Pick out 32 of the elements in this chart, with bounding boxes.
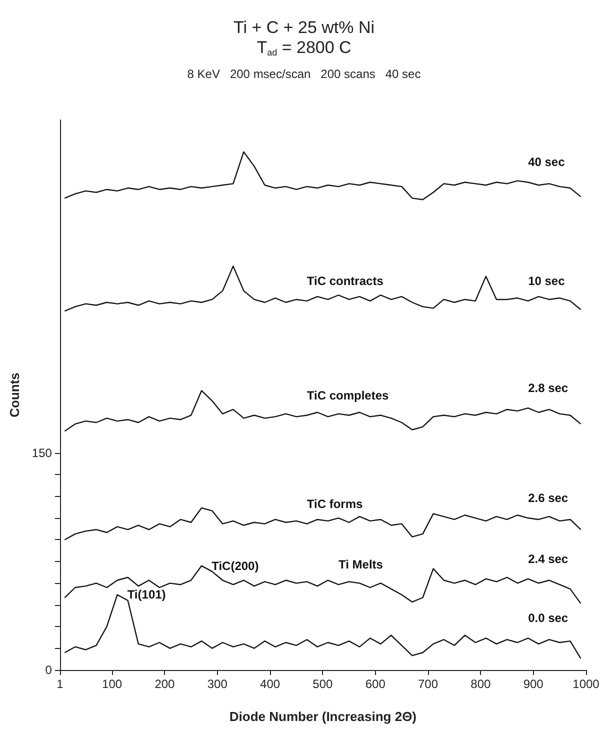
x-tick-label: 700 [418,677,438,691]
x-tick-label: 1000 [572,677,600,691]
annotation: TiC forms [306,496,364,511]
line-series [64,507,582,540]
x-tick-label: 1 [56,677,64,691]
y-tick-label: 0 [45,663,52,677]
x-tick-label: 100 [102,677,122,691]
annotation: TiC(200) [212,558,259,573]
x-tick-label: 200 [154,677,176,691]
annotation: Ti Melts [338,558,384,572]
line-series [64,266,582,312]
x-tick-label: 900 [523,677,544,691]
chart-title: Ti + C + 25 wt% Ni [233,18,375,37]
series-label: 2.4 sec [528,552,568,566]
series-label: 0.0 sec [528,611,568,626]
x-tick-label: 400 [260,677,280,691]
text: 8 KeV 200 msec/scan 200 scans 40 sec [187,67,421,81]
line-series [64,151,582,200]
x-axis-title: Diode Number (Increasing 2Θ) [229,709,417,724]
x-tick-label: 600 [365,677,386,691]
annotation: TiC completes [306,388,390,402]
x-tick-label: 800 [470,677,492,691]
y-tick-label: 150 [32,446,52,460]
series-label: 2.6 sec [528,491,568,506]
y-axis-title: Counts [7,372,22,418]
x-tick-label: 300 [207,677,228,691]
series-label: 40 sec [528,155,566,170]
annotation: TiC contracts [306,274,384,288]
series-label: 2.8 sec [528,381,568,396]
annotation: Ti(101) [127,588,166,602]
x-tick-label: 500 [312,677,334,691]
series-label: 10 sec [528,274,566,288]
